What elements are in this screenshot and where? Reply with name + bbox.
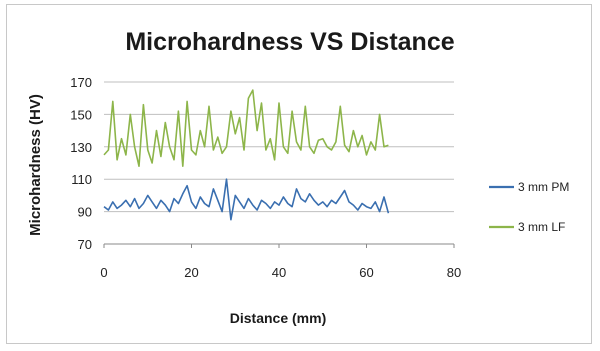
chart-title: Microhardness VS Distance — [125, 28, 454, 56]
y-tick-label: 70 — [78, 237, 92, 252]
y-tick-label: 150 — [70, 107, 92, 122]
axes — [103, 243, 455, 248]
y-tick-label: 110 — [71, 172, 92, 187]
x-tick-label: 40 — [272, 265, 286, 280]
legend-label: 3 mm PM — [518, 180, 569, 194]
legend-label: 3 mm LF — [518, 220, 565, 234]
legend: 3 mm PM 3 mm LF — [489, 180, 569, 234]
x-tick-label: 60 — [359, 265, 373, 280]
series-line-lf — [103, 89, 389, 167]
x-axis-label: Distance (mm) — [230, 310, 326, 326]
y-tick-labels: 70 90 110 130 150 170 — [70, 75, 92, 252]
series-lines — [103, 89, 390, 221]
x-tick-label: 80 — [447, 265, 461, 280]
y-tick-label: 170 — [70, 75, 92, 90]
chart-frame — [6, 4, 592, 344]
x-tick-label: 20 — [184, 265, 198, 280]
y-axis-label: Microhardness (HV) — [27, 94, 44, 236]
y-tick-label: 130 — [70, 140, 92, 155]
x-tick-labels: 0 20 40 60 80 — [100, 265, 461, 280]
gridlines — [104, 81, 454, 213]
series-line-pm — [103, 178, 390, 221]
x-tick-label: 0 — [100, 265, 107, 280]
y-tick-label: 90 — [78, 205, 92, 220]
